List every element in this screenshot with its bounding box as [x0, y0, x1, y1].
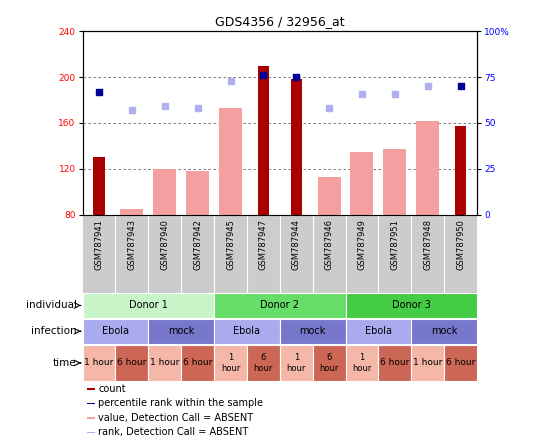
Text: 1
hour: 1 hour: [352, 353, 372, 373]
Text: rank, Detection Call = ABSENT: rank, Detection Call = ABSENT: [99, 427, 248, 437]
Text: infection: infection: [31, 326, 77, 336]
Text: GSM787944: GSM787944: [292, 219, 301, 270]
Point: [95, 88, 103, 95]
Bar: [345, 293, 477, 318]
Bar: [416, 121, 439, 215]
Bar: [86, 388, 95, 390]
Text: Donor 1: Donor 1: [129, 301, 168, 310]
Text: 1
hour: 1 hour: [221, 353, 240, 373]
Text: 6 hour: 6 hour: [380, 358, 409, 368]
Point: [456, 83, 465, 90]
Text: GSM787947: GSM787947: [259, 219, 268, 270]
Bar: [214, 345, 247, 381]
Bar: [455, 127, 466, 215]
Text: GSM787943: GSM787943: [127, 219, 136, 270]
Bar: [444, 345, 477, 381]
Point: [325, 105, 334, 112]
Point: [160, 103, 169, 110]
Point: [193, 105, 202, 112]
Point: [292, 74, 301, 81]
Text: mock: mock: [300, 326, 326, 336]
Point: [226, 77, 235, 84]
Text: GSM787948: GSM787948: [423, 219, 432, 270]
Title: GDS4356 / 32956_at: GDS4356 / 32956_at: [215, 16, 345, 28]
Text: Ebola: Ebola: [233, 326, 261, 336]
Text: GSM787951: GSM787951: [390, 219, 399, 270]
Text: 1 hour: 1 hour: [84, 358, 114, 368]
Bar: [257, 66, 269, 215]
Text: time: time: [53, 358, 77, 368]
Bar: [186, 171, 209, 215]
Text: GSM787946: GSM787946: [325, 219, 334, 270]
Bar: [378, 345, 411, 381]
Point: [259, 71, 268, 79]
Text: mock: mock: [431, 326, 457, 336]
Bar: [411, 345, 444, 381]
Bar: [345, 319, 411, 344]
Bar: [148, 319, 214, 344]
Text: mock: mock: [168, 326, 195, 336]
Point: [391, 90, 399, 97]
Bar: [280, 319, 345, 344]
Text: GSM787940: GSM787940: [160, 219, 169, 270]
Text: GSM787949: GSM787949: [358, 219, 367, 270]
Bar: [86, 432, 95, 433]
Text: Ebola: Ebola: [365, 326, 392, 336]
Text: 1
hour: 1 hour: [287, 353, 306, 373]
Bar: [383, 150, 406, 215]
Bar: [93, 158, 105, 215]
Bar: [280, 345, 313, 381]
Bar: [214, 319, 280, 344]
Bar: [411, 319, 477, 344]
Bar: [313, 345, 345, 381]
Text: individual: individual: [26, 301, 77, 310]
Bar: [116, 345, 148, 381]
Bar: [290, 79, 302, 215]
Text: GSM787950: GSM787950: [456, 219, 465, 270]
Bar: [181, 345, 214, 381]
Point: [127, 107, 136, 114]
Bar: [83, 345, 116, 381]
Bar: [219, 108, 242, 215]
Text: Donor 2: Donor 2: [260, 301, 300, 310]
Bar: [345, 345, 378, 381]
Bar: [83, 293, 214, 318]
Point: [423, 83, 432, 90]
Text: Ebola: Ebola: [102, 326, 129, 336]
Text: value, Detection Call = ABSENT: value, Detection Call = ABSENT: [99, 413, 254, 423]
Bar: [120, 209, 143, 215]
Bar: [318, 177, 341, 215]
Text: 6 hour: 6 hour: [183, 358, 212, 368]
Bar: [351, 152, 374, 215]
Bar: [86, 417, 95, 419]
Point: [358, 90, 366, 97]
Text: 1 hour: 1 hour: [150, 358, 180, 368]
Text: Donor 3: Donor 3: [392, 301, 431, 310]
Text: 6 hour: 6 hour: [117, 358, 147, 368]
Bar: [247, 345, 280, 381]
Bar: [148, 345, 181, 381]
Text: GSM787942: GSM787942: [193, 219, 202, 270]
Text: GSM787941: GSM787941: [94, 219, 103, 270]
Bar: [154, 169, 176, 215]
Text: 1 hour: 1 hour: [413, 358, 442, 368]
Text: 6 hour: 6 hour: [446, 358, 475, 368]
Bar: [86, 403, 95, 404]
Text: 6
hour: 6 hour: [254, 353, 273, 373]
Bar: [214, 293, 345, 318]
Text: percentile rank within the sample: percentile rank within the sample: [99, 398, 263, 408]
Text: GSM787945: GSM787945: [226, 219, 235, 270]
Text: 6
hour: 6 hour: [319, 353, 339, 373]
Text: count: count: [99, 384, 126, 394]
Bar: [83, 319, 148, 344]
